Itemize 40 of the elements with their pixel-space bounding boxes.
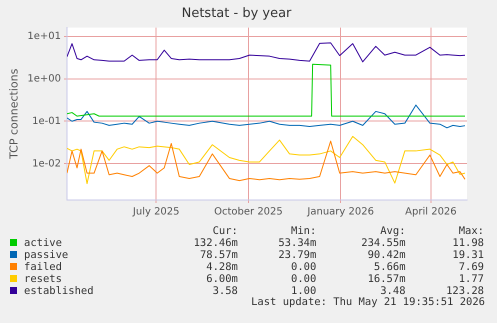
legend-label: established	[24, 285, 94, 297]
legend-label: active	[24, 237, 62, 249]
y-axis-title: TCP connections	[7, 68, 20, 160]
text: 6.00m	[205, 273, 239, 285]
y-tick-label: 1e-01	[32, 116, 61, 127]
text: 53.34m	[277, 237, 318, 249]
text: 3.58	[212, 285, 239, 297]
y-tick-label: 1e-02	[32, 158, 61, 170]
text: 3.48	[379, 285, 407, 297]
text: Last update: Thu May 21 19:35:51 2026	[251, 296, 485, 308]
legend-label: passive	[24, 249, 68, 261]
text: 7.69	[458, 261, 485, 273]
chart-title: Netstat - by year	[182, 6, 292, 22]
text: Max:	[458, 225, 485, 237]
text: 78.57m	[198, 249, 239, 261]
text: 0.00	[290, 261, 318, 273]
text: 1.77	[458, 273, 485, 285]
text: 132.46m	[192, 237, 239, 249]
text: 16.57m	[366, 273, 407, 285]
text: 90.42m	[366, 249, 407, 261]
text: 19.31	[451, 249, 485, 261]
legend-label: failed	[24, 261, 62, 273]
text: 23.79m	[277, 249, 318, 261]
text: 11.98	[451, 237, 485, 249]
text: Cur:	[212, 225, 239, 237]
y-tick-label: 1e+00	[27, 73, 61, 84]
text: 1.00	[290, 285, 318, 297]
text: 0.00	[290, 273, 318, 285]
legend-label: resets	[24, 273, 62, 285]
text: Avg:	[379, 225, 407, 237]
text: 4.28m	[205, 261, 239, 273]
x-tick-label: January 2026	[306, 206, 374, 218]
y-tick-label: 1e+01	[27, 30, 61, 42]
text: 5.66m	[372, 261, 407, 273]
x-tick-label: April 2026	[405, 206, 457, 218]
x-tick-label: October 2025	[214, 206, 283, 218]
text: 234.55m	[360, 237, 407, 249]
text: 123.28	[445, 285, 485, 297]
x-tick-label: July 2025	[132, 206, 180, 218]
text: Min:	[290, 225, 318, 237]
